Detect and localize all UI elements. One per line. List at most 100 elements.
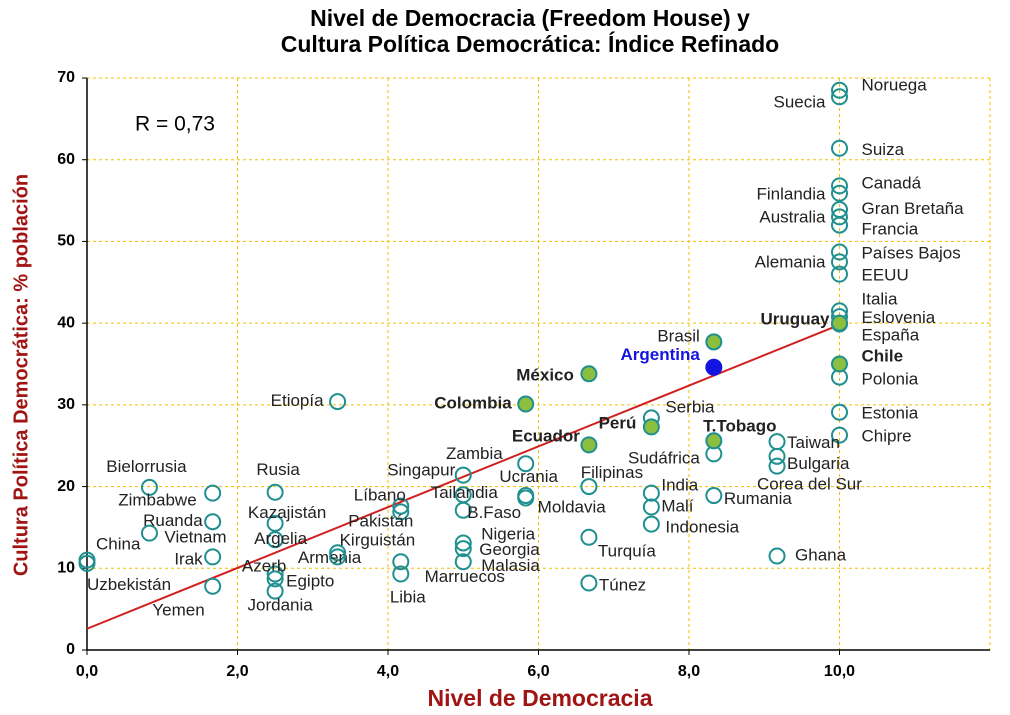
x-tick-label: 6,0 (527, 663, 549, 680)
x-tick-label: 8,0 (678, 663, 700, 680)
point-label: Ghana (795, 546, 847, 565)
point (642, 484, 660, 502)
point-label: Uzbekistán (87, 575, 171, 594)
point (266, 582, 284, 600)
point-label: Argentina (620, 345, 700, 364)
point-label: Yemen (152, 601, 204, 620)
point (642, 515, 660, 533)
y-axis-label: Cultura Política Democrática: % població… (10, 174, 32, 576)
point (831, 81, 848, 99)
point-label: Irak (174, 549, 203, 568)
point (705, 432, 723, 450)
point (768, 447, 786, 465)
point-label: Moldavia (538, 497, 607, 516)
point (580, 436, 598, 454)
point (831, 184, 848, 202)
chart-title: Cultura Política Democrática: Índice Ref… (281, 30, 779, 57)
point-label: España (862, 325, 920, 344)
point-label: Alemania (755, 252, 826, 271)
point-label: Serbia (665, 397, 715, 416)
point (768, 547, 786, 565)
point (705, 333, 723, 351)
point (831, 139, 848, 157)
x-tick-label: 0,0 (76, 663, 98, 680)
point (831, 243, 848, 261)
point-label: Pakistán (348, 511, 413, 530)
point (580, 365, 598, 383)
y-tick-label: 20 (57, 478, 75, 495)
x-axis-label: Nivel de Democracia (427, 685, 652, 711)
point (831, 403, 848, 421)
point (204, 484, 222, 502)
point-label: Zambia (446, 444, 503, 463)
point (831, 253, 848, 271)
point (204, 513, 222, 531)
point-label: Suiza (862, 140, 905, 159)
point-label: Francia (862, 220, 919, 239)
point-label: Malí (661, 496, 693, 515)
y-tick-label: 0 (66, 641, 75, 658)
point-label: Suecia (774, 92, 827, 111)
y-tick-label: 60 (57, 151, 75, 168)
point (831, 177, 848, 195)
point (204, 577, 222, 595)
point-label: México (516, 365, 574, 384)
point (705, 487, 723, 505)
point-label: Finlandia (757, 185, 827, 204)
point-label: Turquía (598, 542, 657, 561)
point (831, 355, 848, 373)
point (392, 497, 410, 515)
point (642, 498, 660, 516)
point-label: Colombia (434, 394, 512, 413)
point-label: Perú (599, 413, 637, 432)
point (768, 457, 786, 475)
point-label: Egipto (286, 571, 334, 590)
point-label: Australia (759, 207, 826, 226)
point-label: Filipinas (581, 463, 643, 482)
point-label: Túnez (599, 575, 646, 594)
point-label: Rumania (724, 489, 793, 508)
point (831, 314, 848, 332)
point (517, 455, 535, 473)
point (831, 208, 848, 226)
point-label: Bulgaria (787, 454, 850, 473)
point (454, 534, 472, 552)
point (78, 554, 96, 572)
point-label: Ucrania (499, 467, 558, 486)
y-tick-label: 10 (57, 560, 75, 577)
point (140, 524, 158, 542)
point-label: Zimbabwe (118, 491, 196, 510)
x-tick-label: 10,0 (824, 663, 855, 680)
point (266, 483, 284, 501)
point-label: Chile (862, 346, 904, 365)
point-label: Países Bajos (862, 244, 961, 263)
point-label: Argelia (254, 529, 307, 548)
point (517, 489, 535, 507)
point (266, 514, 284, 532)
annotation: R = 0,73 (135, 113, 215, 136)
point-label: Ecuador (512, 426, 580, 445)
point-label: Ruanda (143, 511, 203, 530)
x-tick-label: 4,0 (377, 663, 399, 680)
point-label: China (96, 535, 141, 554)
point-label: T.Tobago (703, 416, 776, 435)
point (831, 216, 848, 234)
point (580, 478, 598, 496)
y-tick-label: 50 (57, 233, 75, 250)
point-label: Jordania (248, 596, 314, 615)
point-label: B.Faso (467, 503, 521, 522)
point (642, 418, 660, 436)
point (454, 540, 472, 558)
y-tick-label: 40 (57, 314, 75, 331)
point-label: Bielorrusia (106, 457, 187, 476)
point-label: Noruega (862, 76, 928, 95)
point (831, 426, 848, 444)
point (140, 478, 158, 496)
point (831, 88, 848, 106)
point-label: Malasia (481, 556, 540, 575)
point-label: Italia (862, 289, 898, 308)
point-label: Etiopía (271, 391, 324, 410)
point (454, 553, 472, 571)
point (831, 265, 848, 283)
